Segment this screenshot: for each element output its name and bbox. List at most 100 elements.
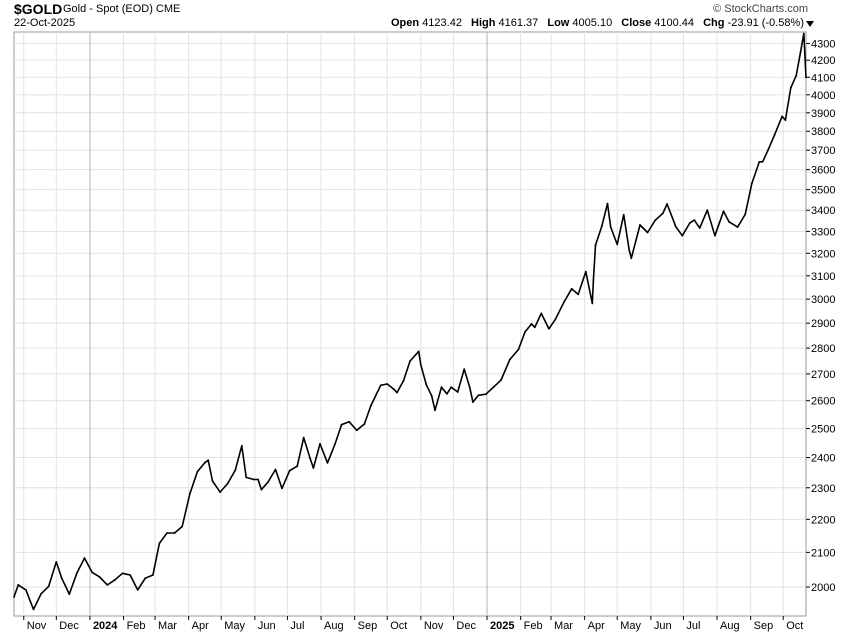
price-point bbox=[606, 202, 609, 205]
x-tick-label: Mar bbox=[554, 620, 573, 632]
price-point bbox=[55, 561, 58, 563]
price-point bbox=[240, 444, 243, 447]
price-point bbox=[245, 476, 248, 479]
price-point bbox=[681, 234, 684, 237]
price-point bbox=[340, 423, 343, 426]
chart-date: 22-Oct-2025 bbox=[14, 17, 76, 29]
price-point bbox=[508, 358, 511, 361]
high-value: 4161.37 bbox=[498, 17, 539, 29]
price-point bbox=[196, 470, 199, 473]
price-point bbox=[326, 462, 329, 464]
price-point bbox=[628, 249, 631, 251]
price-points bbox=[13, 32, 807, 611]
y-tick-label: 2900 bbox=[811, 318, 835, 330]
price-point bbox=[750, 182, 753, 185]
y-tick-label: 3800 bbox=[811, 126, 835, 138]
price-point bbox=[152, 574, 154, 576]
y-tick-label: 3000 bbox=[811, 294, 835, 306]
price-point bbox=[674, 225, 677, 228]
price-point bbox=[425, 383, 428, 386]
price-point bbox=[577, 293, 580, 296]
price-point bbox=[281, 487, 283, 490]
x-tick-label: May bbox=[224, 620, 245, 632]
y-tick-label: 3100 bbox=[811, 271, 835, 283]
price-point bbox=[591, 302, 594, 305]
price-point bbox=[744, 213, 747, 216]
price-point bbox=[646, 231, 649, 234]
price-point bbox=[386, 383, 389, 385]
price-point bbox=[456, 391, 459, 393]
price-point bbox=[758, 160, 761, 163]
price-point bbox=[706, 209, 709, 212]
x-tick-label: Mar bbox=[158, 620, 177, 632]
price-point bbox=[500, 379, 502, 381]
y-tick-label: 3300 bbox=[811, 226, 835, 238]
low-label: Low bbox=[547, 17, 570, 29]
price-point bbox=[309, 457, 312, 460]
price-point bbox=[485, 393, 487, 396]
price-point bbox=[409, 360, 411, 362]
x-tick-label: Apr bbox=[588, 620, 605, 632]
price-point bbox=[446, 393, 448, 395]
x-tick-label: Dec bbox=[456, 620, 476, 632]
price-point bbox=[592, 279, 595, 282]
price-point bbox=[781, 115, 783, 118]
price-point bbox=[76, 572, 78, 574]
y-tick-label: 3400 bbox=[811, 205, 835, 217]
price-point bbox=[622, 213, 625, 216]
price-point bbox=[463, 368, 466, 371]
y-tick-label: 3900 bbox=[811, 108, 835, 120]
price-point bbox=[219, 491, 222, 493]
open-label: Open bbox=[391, 17, 420, 29]
price-point bbox=[609, 226, 612, 229]
brand-watermark: © StockCharts.com bbox=[713, 3, 808, 15]
y-tick-label: 2300 bbox=[811, 483, 835, 495]
price-point bbox=[91, 571, 93, 574]
price-point bbox=[121, 572, 124, 575]
y-tick-label: 3200 bbox=[811, 248, 835, 260]
price-point bbox=[83, 557, 86, 559]
y-tick-label: 2200 bbox=[811, 514, 835, 526]
price-point bbox=[379, 384, 382, 387]
x-tick-label: Feb bbox=[524, 620, 543, 632]
price-point bbox=[548, 327, 550, 330]
x-tick-label: 2024 bbox=[93, 620, 118, 632]
price-point bbox=[392, 388, 395, 390]
y-tick-label: 2000 bbox=[811, 582, 835, 594]
close-value: 4100.44 bbox=[654, 17, 695, 29]
open-value: 4123.42 bbox=[422, 17, 462, 29]
price-point bbox=[773, 134, 776, 136]
x-tick-label: Aug bbox=[720, 620, 740, 632]
y-tick-label: 2100 bbox=[811, 547, 835, 559]
x-tick-label: Apr bbox=[192, 620, 209, 632]
price-point bbox=[693, 219, 696, 222]
price-point bbox=[639, 224, 641, 226]
price-point bbox=[363, 423, 366, 425]
vertical-gridlines bbox=[23, 32, 784, 616]
price-point bbox=[570, 287, 573, 290]
chart-description: Gold - Spot (EOD) CME bbox=[63, 3, 181, 15]
close-label: Close bbox=[621, 17, 652, 29]
price-point bbox=[492, 386, 495, 389]
x-tick-label: Sep bbox=[754, 620, 774, 632]
price-point bbox=[630, 257, 633, 260]
price-point bbox=[468, 386, 471, 389]
price-point bbox=[584, 270, 587, 273]
price-point bbox=[530, 323, 533, 325]
price-point bbox=[805, 76, 807, 79]
price-point bbox=[226, 482, 229, 485]
chg-value: -23.91 (-0.58%) bbox=[727, 17, 804, 29]
price-point bbox=[698, 227, 701, 229]
price-point bbox=[13, 596, 15, 598]
price-point bbox=[312, 467, 315, 469]
price-point bbox=[136, 589, 139, 591]
price-point bbox=[666, 203, 668, 205]
y-tick-label: 3700 bbox=[811, 145, 835, 157]
price-point bbox=[98, 576, 101, 578]
y-tick-label: 3600 bbox=[811, 165, 835, 177]
price-point bbox=[722, 210, 725, 213]
price-point bbox=[274, 468, 277, 471]
dropdown-triangle-icon[interactable] bbox=[806, 21, 814, 27]
y-tick-label: 2400 bbox=[811, 453, 835, 465]
